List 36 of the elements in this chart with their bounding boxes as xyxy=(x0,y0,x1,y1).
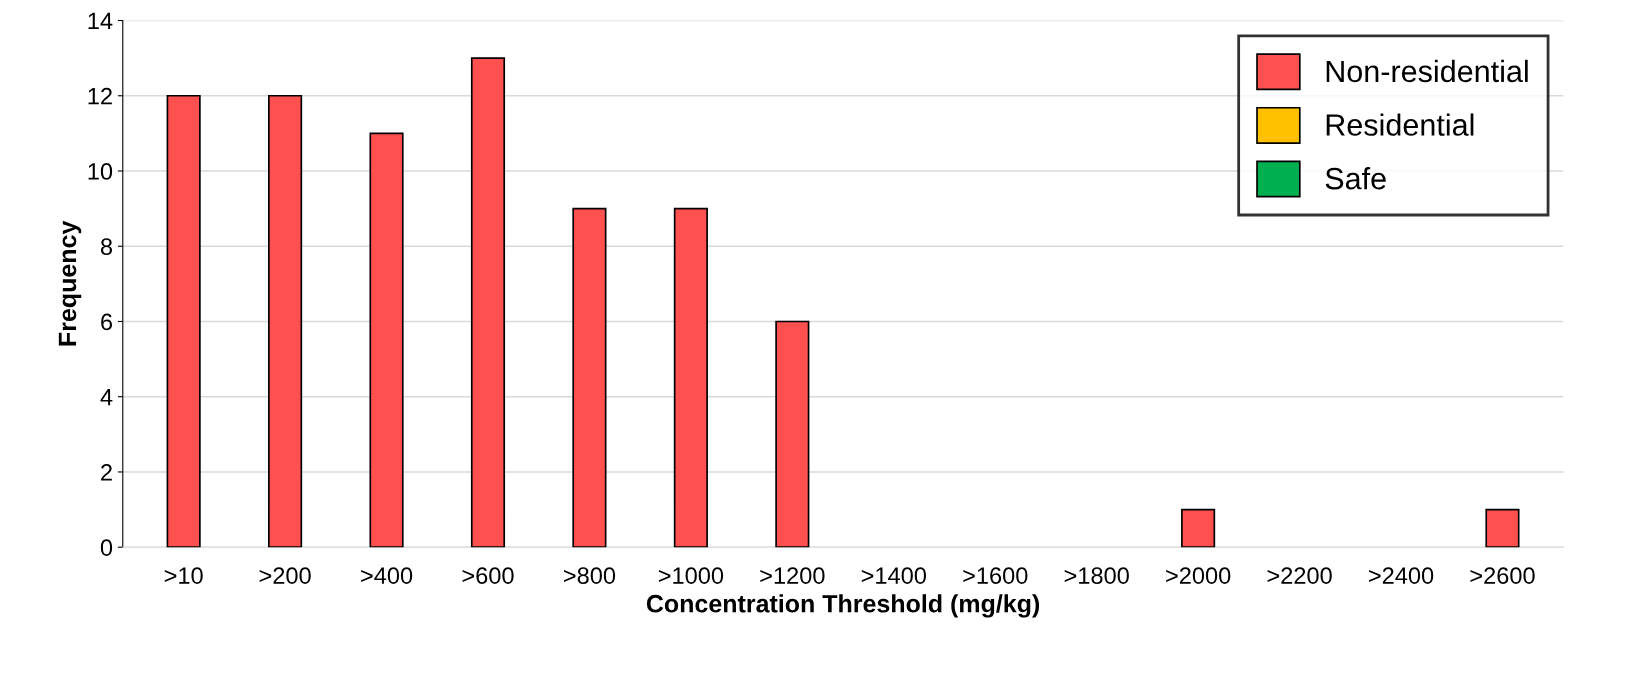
y-tick-label: 14 xyxy=(88,12,113,30)
bar xyxy=(268,94,303,548)
y-tick-label: 12 xyxy=(88,87,112,105)
x-tick-label: >2400 xyxy=(1369,567,1434,584)
x-tick-label: >2600 xyxy=(1470,567,1535,584)
bar xyxy=(775,320,810,548)
legend-label: Residential xyxy=(1326,113,1474,136)
y-tick-label: 4 xyxy=(100,389,113,406)
x-tick-label: >600 xyxy=(462,567,514,584)
x-tick-label: >2000 xyxy=(1166,567,1231,584)
bar xyxy=(166,94,201,548)
bar xyxy=(572,207,607,548)
y-axis-title: Frequency xyxy=(58,220,82,346)
x-tick-label: >1600 xyxy=(963,567,1028,584)
bar xyxy=(470,57,506,548)
x-tick-label: >1800 xyxy=(1064,567,1129,584)
x-tick-label: >1000 xyxy=(658,567,724,584)
x-tick-label: >1200 xyxy=(760,567,825,584)
bar xyxy=(673,207,708,548)
y-tick-label: 6 xyxy=(101,313,113,331)
x-tick-label: >10 xyxy=(164,567,203,584)
y-tick-label: 10 xyxy=(88,163,113,180)
bar xyxy=(1181,508,1216,548)
x-tick-label: >400 xyxy=(361,567,413,584)
y-tick-label: 2 xyxy=(101,464,112,481)
x-tick-label: >2200 xyxy=(1267,567,1332,584)
y-tick-label: 0 xyxy=(100,539,113,556)
x-tick-label: >200 xyxy=(259,567,311,584)
y-tick-label: 8 xyxy=(100,238,113,256)
legend-label: Non-residential xyxy=(1326,59,1528,83)
x-tick-label: >1400 xyxy=(861,567,927,584)
x-tick-label: >800 xyxy=(564,567,616,584)
legend-label: Safe xyxy=(1325,167,1386,190)
bar xyxy=(369,132,404,548)
bar xyxy=(1485,508,1520,548)
x-axis-title: Concentration Threshold (mg/kg) xyxy=(646,594,1040,618)
